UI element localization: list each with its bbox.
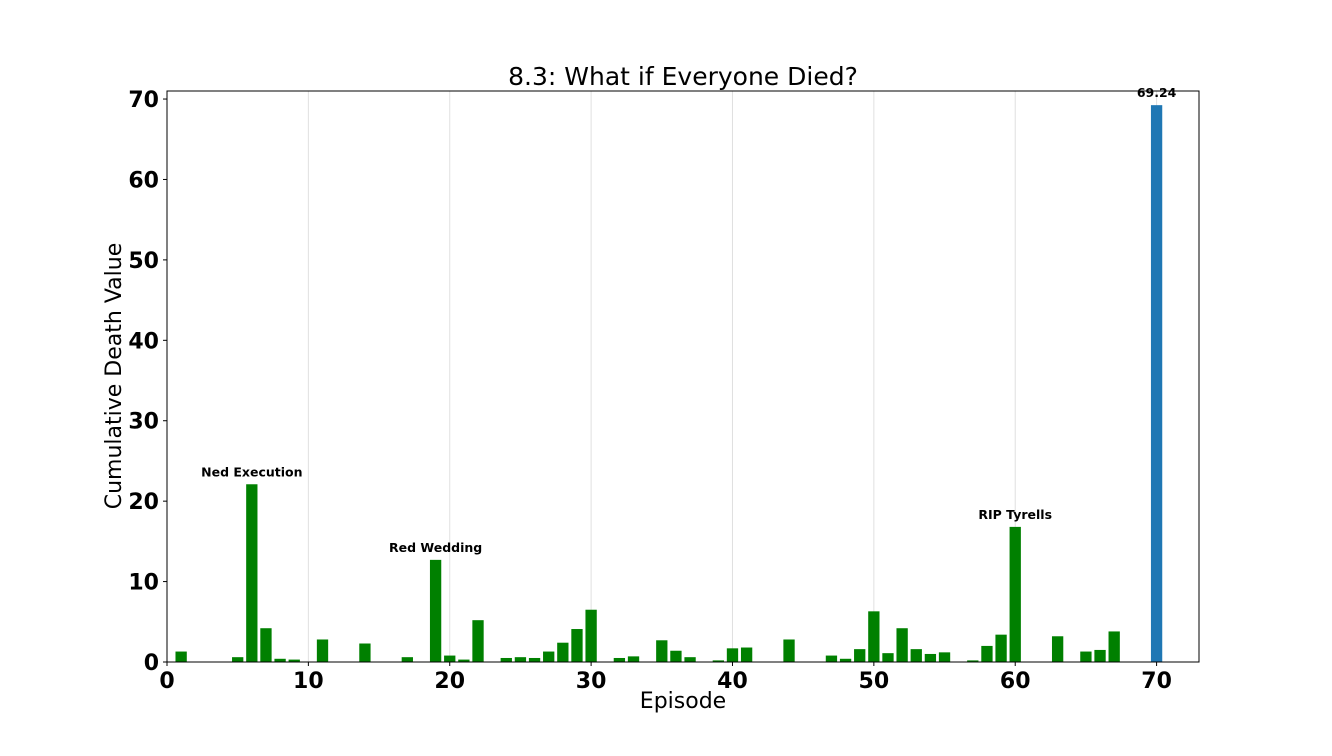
bar-episode-51 xyxy=(882,653,894,662)
x-tick-label: 60 xyxy=(1000,669,1031,694)
y-tick-label: 50 xyxy=(128,249,159,274)
bar-episode-50 xyxy=(868,611,880,662)
bar-episode-67 xyxy=(1108,631,1120,662)
x-tick-label: 30 xyxy=(576,669,607,694)
y-tick-label: 40 xyxy=(128,329,159,354)
bars xyxy=(175,105,1163,663)
bar-episode-19 xyxy=(429,559,442,662)
bar-episode-66 xyxy=(1094,649,1106,662)
x-tick-label: 20 xyxy=(434,669,465,694)
bar-episode-48 xyxy=(839,658,852,662)
bar-episode-9 xyxy=(288,659,300,662)
bar-episode-26 xyxy=(528,657,541,662)
x-tick-label: 40 xyxy=(717,669,748,694)
bar-episode-59 xyxy=(995,634,1007,662)
bar-episode-55 xyxy=(938,652,951,662)
annotation-label: RIP Tyrells xyxy=(978,507,1052,522)
bar-episode-70 xyxy=(1150,105,1163,663)
annotation-label: Red Wedding xyxy=(389,540,482,555)
bar-episode-58 xyxy=(981,645,993,662)
bar-episode-63 xyxy=(1051,636,1064,662)
x-tick-label: 10 xyxy=(293,669,324,694)
bar-episode-39 xyxy=(712,660,724,662)
y-tick-label: 70 xyxy=(128,88,159,113)
bar-episode-6 xyxy=(246,484,258,662)
x-tick-label: 50 xyxy=(859,669,890,694)
bar-episode-41 xyxy=(740,647,753,662)
bar-episode-17 xyxy=(401,657,413,662)
y-tick-label: 0 xyxy=(144,651,159,676)
x-tick-label: 70 xyxy=(1141,669,1172,694)
plot-area-frame xyxy=(166,90,1200,663)
bar-episode-1 xyxy=(175,651,187,662)
bar-episode-11 xyxy=(316,639,329,662)
bar-episode-32 xyxy=(613,657,626,662)
axis-ticks: 0 10 20 30 40 50 60 70 0 10 20 30 40 50 60 70 xyxy=(128,88,1172,694)
annotations: Ned Execution Red Wedding RIP Tyrells 69.24 xyxy=(201,85,1177,555)
bar-episode-30 xyxy=(585,609,597,662)
bar-episode-47 xyxy=(825,655,838,662)
bar-episode-25 xyxy=(514,657,527,662)
bar-episode-20 xyxy=(444,655,456,662)
x-tick-label: 0 xyxy=(159,669,174,694)
annotation-label: Ned Execution xyxy=(201,464,302,479)
bar-episode-8 xyxy=(274,658,286,662)
bar-episode-21 xyxy=(458,659,470,662)
bar-episode-57 xyxy=(967,660,979,662)
bar-episode-40 xyxy=(726,648,739,662)
bar-episode-52 xyxy=(896,628,908,662)
bar-episode-28 xyxy=(557,642,569,662)
y-tick-label: 60 xyxy=(128,168,159,193)
bar-episode-14 xyxy=(359,643,371,662)
bar-episode-53 xyxy=(910,649,922,662)
bar-episode-7 xyxy=(260,628,272,662)
bar-episode-65 xyxy=(1080,651,1092,662)
bar-episode-54 xyxy=(924,653,937,662)
bar-episode-35 xyxy=(656,640,668,662)
y-tick-label: 10 xyxy=(128,571,159,596)
bar-episode-27 xyxy=(543,651,555,662)
bar-episode-36 xyxy=(670,650,682,662)
bar-episode-60 xyxy=(1009,526,1021,662)
bar-episode-29 xyxy=(571,629,583,662)
bar-episode-37 xyxy=(684,657,696,662)
x-axis-label: Episode xyxy=(640,689,726,714)
y-tick-label: 20 xyxy=(128,490,159,515)
chart-title: 8.3: What if Everyone Died? xyxy=(508,62,858,91)
bar-episode-49 xyxy=(854,649,866,662)
bar-episode-5 xyxy=(232,657,244,662)
bar-episode-24 xyxy=(500,657,512,662)
bar-episode-33 xyxy=(627,656,640,662)
bar-episode-22 xyxy=(472,620,484,662)
y-axis-label: Cumulative Death Value xyxy=(102,243,127,510)
y-tick-label: 30 xyxy=(128,410,159,435)
annotation-label: 69.24 xyxy=(1137,85,1177,100)
bar-episode-44 xyxy=(783,639,795,662)
